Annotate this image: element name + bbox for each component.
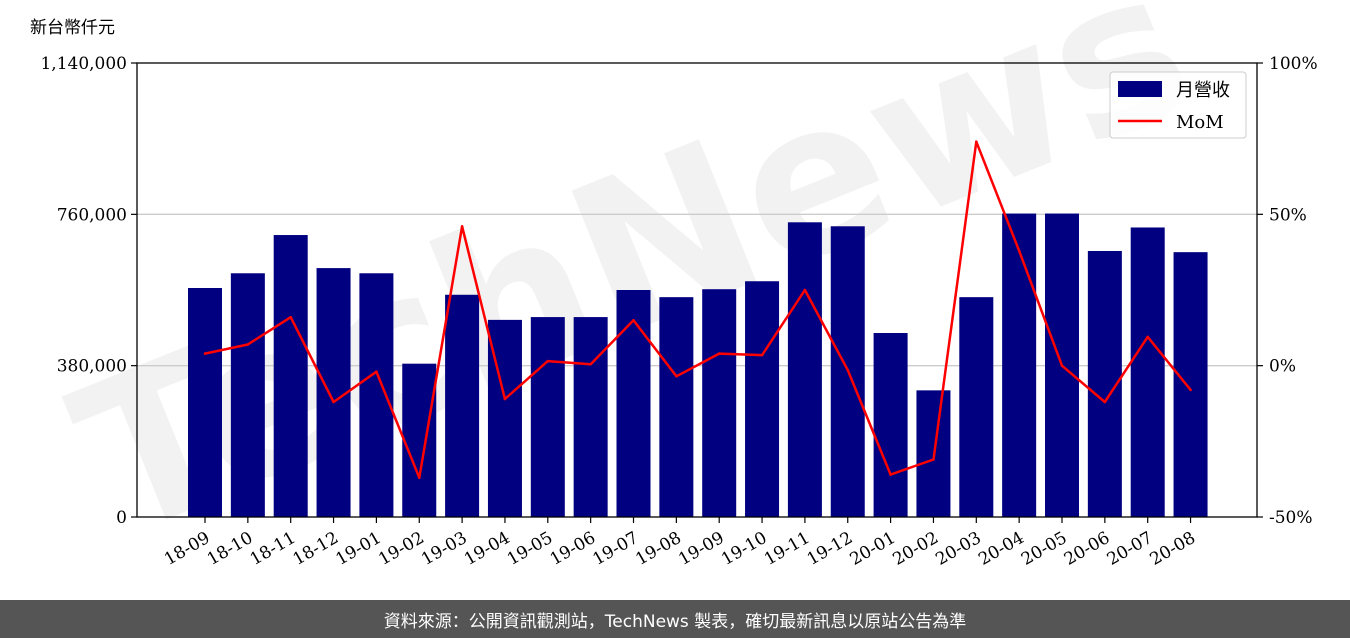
- left-tick-label: 1,140,000: [40, 54, 127, 74]
- mom-point-20-06: [1103, 400, 1107, 404]
- plot-frame: [136, 62, 1258, 518]
- x-tick-label: 20-02: [890, 528, 942, 570]
- x-tick-label: 19-05: [504, 528, 556, 570]
- mom-point-19-02: [417, 476, 421, 479]
- x-tick-label: 19-09: [675, 528, 727, 570]
- bar-series: [188, 213, 1208, 517]
- bar-19-09: [702, 289, 737, 517]
- mom-point-20-02: [932, 458, 935, 461]
- legend: 月營收 MoM: [1109, 71, 1247, 139]
- x-tick-label: 20-04: [975, 528, 1027, 570]
- mom-point-19-03: [460, 225, 464, 228]
- x-tick-label: 19-03: [418, 528, 470, 570]
- bar-19-06: [573, 317, 608, 517]
- bar-19-10: [745, 281, 780, 517]
- x-tick-label: 19-04: [461, 528, 513, 570]
- x-tick-label: 19-12: [804, 528, 856, 570]
- mom-point-19-11: [803, 288, 807, 292]
- mom-point-19-06: [589, 362, 592, 366]
- mom-point-19-09: [717, 352, 721, 355]
- bar-19-05: [530, 317, 565, 517]
- mom-point-18-11: [289, 315, 293, 319]
- bar-19-11: [787, 222, 822, 517]
- right-axis: -50% 0% 50% 100%: [1257, 54, 1318, 528]
- x-tick-label: 20-03: [932, 528, 984, 570]
- x-tick-label: 19-11: [761, 528, 813, 570]
- mom-point-19-01: [375, 370, 378, 374]
- mom-point-18-09: [203, 352, 207, 355]
- right-tick-label: -50%: [1269, 508, 1313, 528]
- mom-point-20-07: [1146, 335, 1149, 339]
- bar-20-01: [873, 333, 908, 517]
- mom-point-20-03: [975, 140, 978, 143]
- x-tick-label: 19-07: [590, 528, 642, 570]
- left-tick-label: 0: [116, 508, 127, 528]
- bar-20-04: [1002, 213, 1037, 517]
- left-tick-label: 760,000: [57, 205, 127, 225]
- legend-bar-swatch: [1118, 81, 1162, 97]
- mom-point-19-05: [546, 359, 550, 363]
- bar-20-03: [959, 297, 994, 517]
- bar-20-07: [1130, 227, 1165, 517]
- right-tick-label: 50%: [1269, 205, 1307, 225]
- bar-19-02: [402, 363, 437, 517]
- x-tick-label: 19-01: [332, 528, 384, 570]
- mom-point-20-01: [889, 473, 892, 476]
- left-tick-label: 380,000: [57, 357, 127, 377]
- mom-point-19-04: [503, 397, 507, 401]
- x-tick-label: 19-10: [718, 528, 770, 570]
- mom-line: [204, 140, 1192, 479]
- mom-point-20-04: [1017, 249, 1021, 252]
- bar-18-09: [188, 288, 222, 517]
- bar-19-08: [659, 297, 694, 517]
- mom-point-20-05: [1060, 364, 1064, 367]
- x-tick-label: 19-02: [375, 528, 427, 570]
- bar-20-08: [1173, 252, 1208, 517]
- right-tick-label: 100%: [1269, 54, 1318, 74]
- x-tick-label: 20-06: [1061, 528, 1113, 570]
- x-tick-label: 20-07: [1104, 528, 1156, 570]
- mom-point-19-10: [760, 353, 764, 357]
- legend-label-mom: MoM: [1176, 112, 1224, 133]
- x-tick-label: 20-05: [1018, 528, 1070, 570]
- left-axis: 0 380,000 760,000 1,140,000: [40, 54, 137, 528]
- mom-point-18-12: [332, 400, 335, 404]
- bar-19-01: [359, 273, 394, 517]
- legend-label-revenue: 月營收: [1176, 80, 1230, 101]
- bar-19-03: [445, 294, 480, 517]
- x-tick-label: 20-01: [847, 528, 899, 570]
- x-tick-label: 19-06: [547, 528, 599, 570]
- x-axis: 18-0918-1018-1118-1219-0119-0219-0319-04…: [161, 517, 1199, 570]
- footer-source-note: 資料來源：公開資訊觀測站，TechNews 製表，確切最新訊息以原站公告為準: [0, 600, 1350, 638]
- mom-point-20-08: [1189, 388, 1192, 392]
- mom-point-19-08: [675, 374, 678, 378]
- right-tick-label: 0%: [1269, 357, 1296, 377]
- bar-18-11: [273, 235, 308, 517]
- bar-18-10: [230, 273, 265, 517]
- mom-point-19-07: [632, 318, 635, 322]
- mom-point-18-10: [246, 343, 250, 346]
- bar-19-07: [616, 290, 651, 517]
- x-tick-label: 20-08: [1147, 528, 1199, 570]
- x-tick-label: 18-12: [290, 528, 342, 570]
- unit-label: 新台幣仟元: [30, 18, 115, 38]
- mom-point-19-12: [846, 368, 850, 372]
- x-tick-label: 19-08: [632, 528, 684, 570]
- mom-series: [203, 140, 1192, 479]
